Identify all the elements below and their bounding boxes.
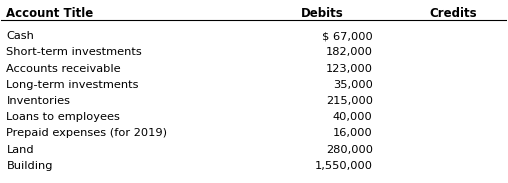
Text: 35,000: 35,000 [333, 80, 373, 90]
Text: 182,000: 182,000 [326, 47, 373, 57]
Text: Prepaid expenses (for 2019): Prepaid expenses (for 2019) [7, 128, 168, 139]
Text: 1,550,000: 1,550,000 [315, 161, 373, 171]
Text: Inventories: Inventories [7, 96, 71, 106]
Text: 16,000: 16,000 [333, 128, 373, 139]
Text: Long-term investments: Long-term investments [7, 80, 139, 90]
Text: $ 67,000: $ 67,000 [322, 31, 373, 41]
Text: Cash: Cash [7, 31, 35, 41]
Text: Short-term investments: Short-term investments [7, 47, 142, 57]
Text: 40,000: 40,000 [333, 112, 373, 122]
Text: Accounts receivable: Accounts receivable [7, 64, 121, 74]
Text: 280,000: 280,000 [326, 145, 373, 155]
Text: Account Title: Account Title [7, 7, 93, 20]
Text: Debits: Debits [301, 7, 343, 20]
Text: Land: Land [7, 145, 34, 155]
Text: 123,000: 123,000 [326, 64, 373, 74]
Text: 215,000: 215,000 [326, 96, 373, 106]
Text: Building: Building [7, 161, 53, 171]
Text: Loans to employees: Loans to employees [7, 112, 120, 122]
Text: Credits: Credits [430, 7, 478, 20]
